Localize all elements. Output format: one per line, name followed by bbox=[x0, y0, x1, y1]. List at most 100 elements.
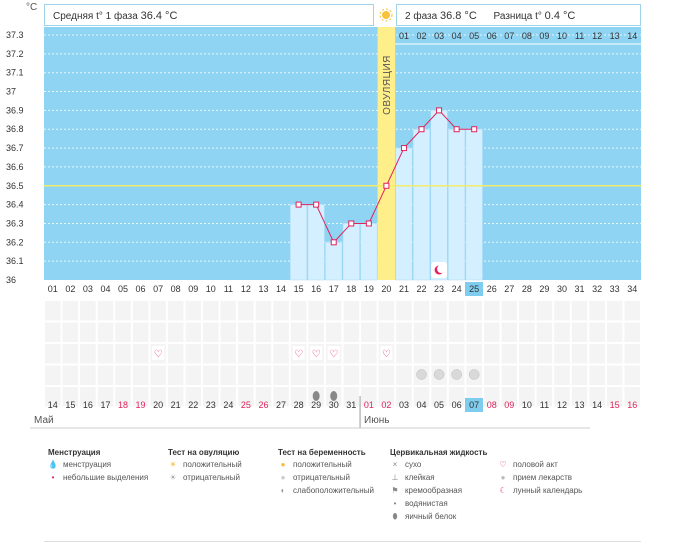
legend-cervical-watery: • водянистая bbox=[390, 499, 448, 508]
cycle-day-label[interactable]: 26 bbox=[486, 284, 497, 294]
calendar-date[interactable]: 10 bbox=[521, 400, 532, 410]
calendar-date[interactable]: 23 bbox=[205, 400, 216, 410]
calendar-date[interactable]: 13 bbox=[574, 400, 585, 410]
cycle-day-label[interactable]: 32 bbox=[592, 284, 603, 294]
cycle-day-label[interactable]: 18 bbox=[346, 284, 357, 294]
cycle-day-label[interactable]: 03 bbox=[82, 284, 93, 294]
calendar-date[interactable]: 06 bbox=[451, 400, 462, 410]
calendar-date[interactable]: 04 bbox=[416, 400, 427, 410]
calendar-date[interactable]: 17 bbox=[100, 400, 111, 410]
calendar-date[interactable]: 31 bbox=[346, 400, 357, 410]
cycle-day-label[interactable]: 05 bbox=[117, 284, 128, 294]
calendar-date[interactable]: 29 bbox=[311, 400, 322, 410]
cycle-day-label[interactable]: 20 bbox=[381, 284, 392, 294]
cycle-day-label[interactable]: 02 bbox=[65, 284, 76, 294]
calendar-date[interactable]: 24 bbox=[223, 400, 234, 410]
cycle-day-label[interactable]: 06 bbox=[135, 284, 146, 294]
temperature-point bbox=[453, 126, 460, 133]
top-day-label: 01 bbox=[399, 31, 409, 41]
marker-cell bbox=[220, 365, 237, 385]
cycle-day-label[interactable]: 31 bbox=[574, 284, 585, 294]
marker-cell bbox=[150, 387, 166, 407]
marker-cell bbox=[536, 387, 553, 407]
calendar-date[interactable]: 08 bbox=[486, 400, 497, 410]
cycle-day-label[interactable]: 30 bbox=[556, 284, 567, 294]
cycle-day-label[interactable]: 12 bbox=[240, 284, 251, 294]
calendar-date[interactable]: 15 bbox=[65, 400, 76, 410]
marker-cell bbox=[80, 365, 96, 385]
marker-cell bbox=[501, 301, 518, 321]
cycle-day-label[interactable]: 15 bbox=[293, 284, 304, 294]
y-tick-label: 37.3 bbox=[6, 30, 24, 40]
cycle-day-label[interactable]: 07 bbox=[153, 284, 164, 294]
cycle-day-label[interactable]: 01 bbox=[47, 284, 58, 294]
cycle-day-label[interactable]: 10 bbox=[205, 284, 216, 294]
calendar-date[interactable]: 27 bbox=[276, 400, 287, 410]
cycle-day-label[interactable]: 29 bbox=[539, 284, 550, 294]
calendar-date[interactable]: 21 bbox=[170, 400, 181, 410]
marker-cell bbox=[483, 387, 500, 407]
calendar-date[interactable]: 03 bbox=[398, 400, 409, 410]
marker-cell bbox=[396, 365, 412, 385]
calendar-date[interactable]: 01 bbox=[363, 400, 374, 410]
legend-pregnancy-test-title: Тест на беременность bbox=[278, 448, 366, 457]
cycle-day-label[interactable]: 24 bbox=[451, 284, 462, 294]
cycle-day-label[interactable]: 14 bbox=[276, 284, 287, 294]
cycle-day-label[interactable]: 09 bbox=[188, 284, 199, 294]
marker-cell bbox=[361, 301, 377, 321]
top-day-label: 08 bbox=[522, 31, 532, 41]
creamy-icon: ⚑ bbox=[391, 486, 399, 495]
calendar-date[interactable]: 19 bbox=[135, 400, 146, 410]
marker-cell bbox=[238, 322, 254, 342]
marker-cell bbox=[167, 365, 184, 385]
legend-cervical-dry: × сухо bbox=[390, 460, 422, 469]
calendar-date[interactable]: 14 bbox=[47, 400, 58, 410]
heart-icon: ♡ bbox=[154, 349, 163, 360]
calendar-date[interactable]: 25 bbox=[240, 400, 251, 410]
marker-cell bbox=[624, 301, 640, 321]
cycle-day-label[interactable]: 13 bbox=[258, 284, 269, 294]
cycle-day-label[interactable]: 11 bbox=[223, 284, 234, 294]
cycle-day-label[interactable]: 04 bbox=[100, 284, 111, 294]
calendar-date[interactable]: 20 bbox=[153, 400, 164, 410]
marker-cell bbox=[45, 301, 61, 321]
calendar-date[interactable]: 15 bbox=[609, 400, 620, 410]
cycle-day-label[interactable]: 19 bbox=[363, 284, 374, 294]
cycle-day-label[interactable]: 25 bbox=[465, 282, 484, 296]
marker-cell bbox=[448, 344, 465, 364]
calendar-date[interactable]: 30 bbox=[328, 400, 339, 410]
heart-icon: ♡ bbox=[312, 349, 321, 360]
cycle-day-label[interactable]: 27 bbox=[504, 284, 515, 294]
calendar-date[interactable]: 02 bbox=[381, 400, 392, 410]
cycle-day-label[interactable]: 08 bbox=[170, 284, 181, 294]
y-tick-label: 36.1 bbox=[6, 256, 24, 266]
marker-cell bbox=[132, 301, 149, 321]
calendar-date[interactable]: 05 bbox=[434, 400, 445, 410]
calendar-date[interactable]: 16 bbox=[82, 400, 93, 410]
cycle-day-label[interactable]: 21 bbox=[398, 284, 409, 294]
calendar-date[interactable]: 11 bbox=[539, 400, 550, 410]
marker-cell bbox=[571, 344, 588, 364]
calendar-date[interactable]: 16 bbox=[627, 400, 638, 410]
calendar-date[interactable]: 18 bbox=[117, 400, 128, 410]
cycle-day-label[interactable]: 23 bbox=[434, 284, 445, 294]
marker-cell bbox=[255, 322, 272, 342]
calendar-date[interactable]: 09 bbox=[504, 400, 515, 410]
calendar-date[interactable]: 12 bbox=[556, 400, 567, 410]
cycle-day-label[interactable]: 22 bbox=[416, 284, 427, 294]
cycle-day-label[interactable]: 34 bbox=[627, 284, 638, 294]
cycle-day-label[interactable]: 17 bbox=[328, 284, 339, 294]
calendar-date[interactable]: 26 bbox=[258, 400, 269, 410]
marker-cell bbox=[571, 387, 588, 407]
cycle-day-label[interactable]: 28 bbox=[521, 284, 532, 294]
cycle-day-label[interactable]: 16 bbox=[311, 284, 322, 294]
marker-cell bbox=[378, 387, 395, 407]
calendar-date[interactable]: 28 bbox=[293, 400, 304, 410]
phase2-value: 36.8 °C bbox=[439, 10, 477, 22]
calendar-date[interactable]: 22 bbox=[188, 400, 199, 410]
calendar-date[interactable]: 14 bbox=[592, 400, 603, 410]
cycle-day-label[interactable]: 33 bbox=[609, 284, 620, 294]
calendar-date[interactable]: 07 bbox=[465, 398, 484, 412]
marker-cell bbox=[606, 344, 623, 364]
marker-cell bbox=[589, 365, 605, 385]
